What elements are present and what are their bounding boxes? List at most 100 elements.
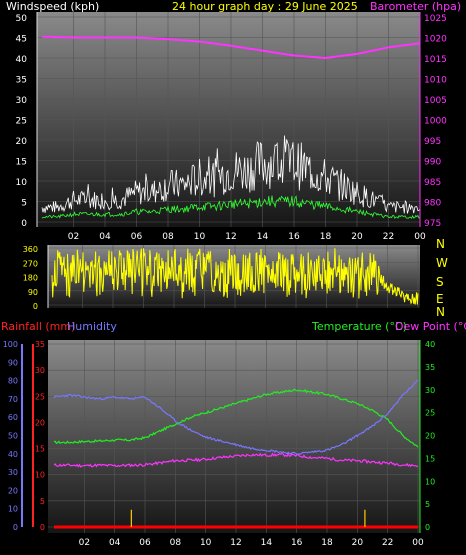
- temperature-tick-label: 20: [425, 432, 435, 441]
- rainfall-tick-label: 10: [35, 471, 45, 480]
- rainfall-tick-label: 25: [35, 392, 45, 401]
- humidity-tick-label: 60: [8, 413, 18, 422]
- temperature-tick-label: 25: [425, 409, 435, 418]
- temperature-tick-label: 10: [425, 477, 435, 486]
- temp-marks: [53, 379, 419, 529]
- humidity-tick-label: 20: [8, 486, 18, 495]
- temp-time-tick-label: 16: [291, 538, 303, 548]
- temperature-tick-label: 40: [425, 340, 435, 349]
- wind-tick-label: 5: [21, 199, 27, 209]
- humidity-tick-label: 40: [8, 450, 18, 459]
- baro-tick-label: 980: [424, 199, 441, 209]
- wind-axes: 0510152025303540455097598098599099510001…: [16, 12, 447, 242]
- wind-avg-series-line: [41, 194, 421, 219]
- wind-tick-label: 50: [16, 14, 28, 24]
- dew-title: Dew Point (°C): [395, 320, 466, 333]
- temp-time-tick-label: 22: [382, 538, 393, 548]
- time-tick-label: 14: [257, 232, 269, 242]
- humidity-tick-label: 30: [8, 468, 18, 477]
- temperature-tick-label: 15: [425, 454, 435, 463]
- time-tick-label: 18: [320, 232, 332, 242]
- temp-time-tick-label: 00: [412, 538, 424, 548]
- direction-marks: [51, 248, 419, 305]
- rainfall-tick-label: 20: [35, 418, 45, 427]
- humidity-tick-label: 10: [8, 505, 18, 514]
- compass-n-top: N: [436, 237, 445, 251]
- temperature-tick-label: 35: [425, 363, 435, 372]
- direction-tick-label: 0: [33, 302, 38, 311]
- humidity-tick-label: 100: [3, 340, 18, 349]
- temperature-tick-label: 5: [425, 500, 430, 509]
- humidity-tick-label: 50: [8, 432, 18, 441]
- baro-tick-label: 1010: [424, 76, 447, 86]
- humidity-tick-label: 90: [8, 358, 18, 367]
- wind-tick-label: 35: [16, 76, 27, 86]
- temp-time-tick-label: 14: [261, 538, 273, 548]
- direction-tick-label: 360: [23, 245, 38, 254]
- humidity-tick-label: 70: [8, 395, 18, 404]
- wind-tick-label: 10: [16, 178, 28, 188]
- baro-tick-label: 990: [424, 158, 441, 168]
- wind-tick-label: 40: [16, 55, 28, 65]
- temp-time-tick-label: 06: [139, 538, 151, 548]
- humidity-tick-label: 0: [13, 523, 18, 532]
- barometer-series-line: [41, 35, 421, 60]
- temp-time-tick-label: 20: [352, 538, 364, 548]
- baro-tick-label: 985: [424, 178, 441, 188]
- baro-tick-label: 995: [424, 137, 441, 147]
- wind-tick-label: 20: [16, 137, 28, 147]
- temp-title: Temperature (°C): [311, 320, 407, 333]
- compass-e: E: [436, 292, 444, 306]
- graph-title: 24 hour graph day : 29 June 2025: [172, 0, 358, 13]
- temp-time-tick-label: 04: [109, 538, 121, 548]
- time-tick-label: 06: [131, 232, 143, 242]
- dewpoint-series-line: [53, 452, 419, 468]
- time-tick-label: 16: [288, 232, 300, 242]
- temp-time-tick-label: 08: [170, 538, 182, 548]
- time-tick-label: 00: [414, 232, 426, 242]
- compass-labels: N W S E N: [436, 237, 448, 319]
- time-tick-label: 04: [99, 232, 111, 242]
- baro-tick-label: 1005: [424, 96, 447, 106]
- time-tick-label: 20: [351, 232, 363, 242]
- rainfall-tick-label: 5: [40, 497, 45, 506]
- time-tick-label: 22: [383, 232, 394, 242]
- time-tick-label: 02: [68, 232, 79, 242]
- gust-series-line: [41, 135, 421, 214]
- compass-w: W: [436, 256, 448, 270]
- wind-tick-label: 45: [16, 35, 27, 45]
- direction-tick-label: 90: [28, 288, 38, 297]
- hum-title: Humidity: [67, 320, 117, 333]
- temp-time-tick-label: 02: [79, 538, 90, 548]
- rain-title: Rainfall (mm): [1, 320, 75, 333]
- rainfall-tick-label: 0: [40, 523, 45, 532]
- baro-tick-label: 1020: [424, 35, 447, 45]
- wind-marks: [41, 35, 421, 219]
- direction-tick-label: 270: [23, 259, 38, 268]
- direction-tick-label: 180: [23, 274, 38, 283]
- wind-tick-label: 15: [16, 158, 27, 168]
- baro-tick-label: 1025: [424, 14, 447, 24]
- temperature-series-line: [53, 388, 419, 448]
- direction-axes: 0 90 180 270 360: [23, 245, 49, 311]
- compass-s: S: [436, 275, 444, 289]
- rainfall-tick-label: 35: [35, 340, 45, 349]
- baro-tick-label: 1015: [424, 55, 447, 65]
- wind-tick-label: 30: [16, 96, 28, 106]
- wind-grid: [37, 12, 421, 227]
- temperature-tick-label: 30: [425, 386, 435, 395]
- rainfall-tick-label: 30: [35, 366, 45, 375]
- wind-tick-label: 0: [21, 219, 27, 229]
- temp-time-tick-label: 12: [230, 538, 241, 548]
- time-tick-label: 10: [194, 232, 206, 242]
- temperature-tick-label: 0: [425, 523, 430, 532]
- temp-time-tick-label: 18: [321, 538, 333, 548]
- humidity-tick-label: 80: [8, 377, 18, 386]
- direction-series-line: [51, 248, 419, 305]
- time-tick-label: 12: [225, 232, 236, 242]
- wind-title: Windspeed (kph): [6, 0, 99, 13]
- humidity-series-line: [53, 379, 419, 455]
- time-tick-label: 08: [162, 232, 174, 242]
- temp-time-tick-label: 10: [200, 538, 212, 548]
